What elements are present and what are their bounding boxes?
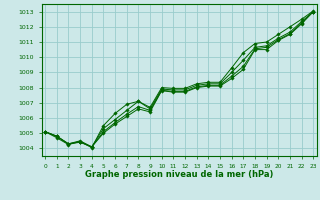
X-axis label: Graphe pression niveau de la mer (hPa): Graphe pression niveau de la mer (hPa): [85, 170, 273, 179]
